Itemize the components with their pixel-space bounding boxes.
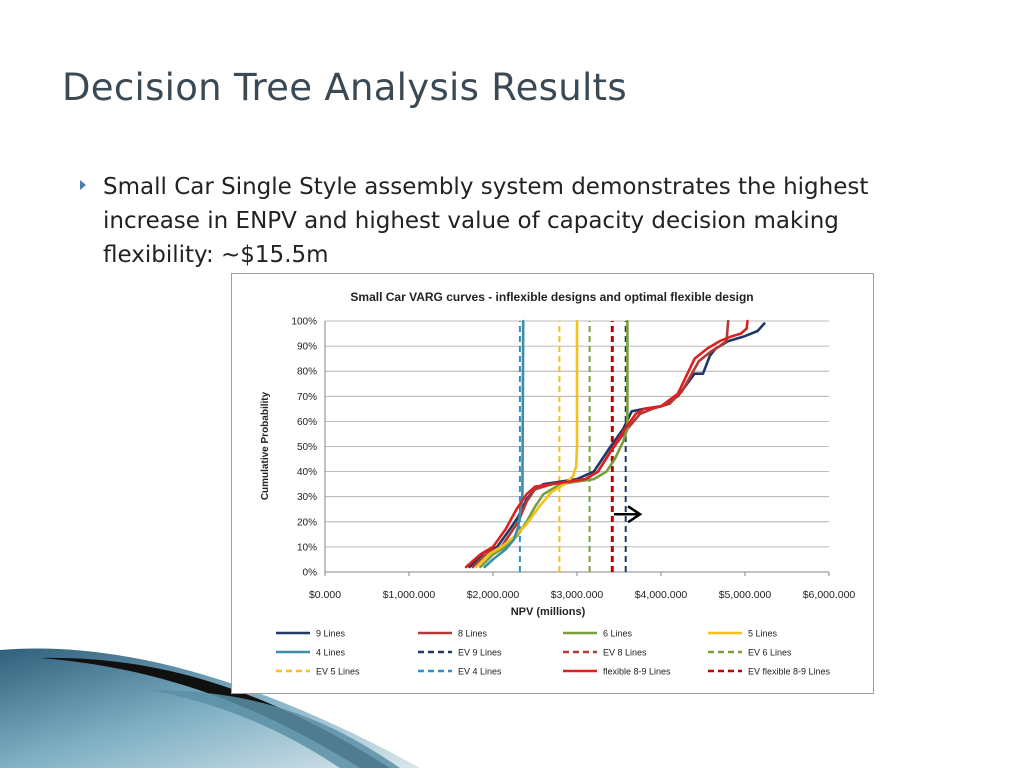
- legend-item-ev-5-lines: EV 5 Lines: [276, 667, 360, 677]
- series-line-6-lines: [479, 319, 629, 569]
- y-tick-label: 90%: [297, 342, 317, 353]
- legend-item-9-lines: 9 Lines: [276, 629, 346, 639]
- legend-item-ev-8-lines: EV 8 Lines: [563, 648, 647, 658]
- x-axis-label: NPV (millions): [511, 606, 586, 618]
- x-tick-label: $6,000.000: [803, 589, 856, 601]
- bullet-arrow-icon: [80, 180, 86, 190]
- y-tick-label: 20%: [297, 517, 317, 528]
- legend-item-ev-4-lines: EV 4 Lines: [418, 667, 502, 677]
- legend-item-4-lines: 4 Lines: [276, 648, 346, 658]
- legend-item-ev-6-lines: EV 6 Lines: [708, 648, 792, 658]
- legend-label: 5 Lines: [748, 629, 778, 639]
- series-line-5-lines: [474, 319, 579, 569]
- legend-label: EV 4 Lines: [458, 667, 502, 677]
- y-tick-label: 30%: [297, 492, 317, 503]
- legend-label: flexible 8-9 Lines: [603, 667, 671, 677]
- shift-arrow-head-icon: [627, 505, 643, 524]
- x-tick-label: $0.000: [309, 589, 341, 601]
- legend-label: EV flexible 8-9 Lines: [748, 667, 831, 677]
- y-tick-label: 70%: [297, 392, 317, 403]
- legend-label: EV 8 Lines: [603, 648, 647, 658]
- legend-label: EV 5 Lines: [316, 667, 360, 677]
- y-tick-label: 60%: [297, 417, 317, 428]
- legend-label: 8 Lines: [458, 629, 488, 639]
- legend-item-flexible-8-9-lines: flexible 8-9 Lines: [563, 667, 671, 677]
- series-line-flexible-8-9-lines: [464, 319, 749, 569]
- legend-label: EV 6 Lines: [748, 648, 792, 658]
- series-line-4-lines: [483, 319, 525, 569]
- x-tick-label: $1,000.000: [383, 589, 436, 601]
- legend-item-6-lines: 6 Lines: [563, 629, 633, 639]
- series-lines: [464, 319, 766, 572]
- chart-frame: Small Car VARG curves - inflexible desig…: [231, 273, 874, 694]
- bullet-text: Small Car Single Style assembly system d…: [103, 174, 869, 268]
- slide-title: Decision Tree Analysis Results: [62, 66, 627, 109]
- legend-label: 6 Lines: [603, 629, 633, 639]
- varg-chart: Small Car VARG curves - inflexible desig…: [260, 290, 855, 677]
- annotations: [613, 505, 643, 524]
- y-axis-label: Cumulative Probability: [260, 391, 271, 500]
- x-tick-label: $4,000.000: [635, 589, 688, 601]
- y-tick-label: 50%: [297, 442, 317, 453]
- legend-item-ev-9-lines: EV 9 Lines: [418, 648, 502, 658]
- legend-label: EV 9 Lines: [458, 648, 502, 658]
- x-tick-label: $3,000.000: [551, 589, 604, 601]
- legend-label: 9 Lines: [316, 629, 346, 639]
- series-line-8-lines: [471, 319, 730, 569]
- x-tick-label: $2,000.000: [467, 589, 520, 601]
- y-tick-label: 0%: [303, 568, 318, 579]
- tick-labels: 0% 10% 20% 30% 40% 50% 60% 70% 80% 90% 100% $0.000 $…: [291, 317, 855, 602]
- legend-item-ev-flexible-8-9-lines: EV flexible 8-9 Lines: [708, 667, 831, 677]
- legend-label: 4 Lines: [316, 648, 346, 658]
- chart-title: Small Car VARG curves - inflexible desig…: [350, 290, 753, 304]
- y-tick-label: 10%: [297, 542, 317, 553]
- x-tick-label: $5,000.000: [719, 589, 772, 601]
- bullet-item: Small Car Single Style assembly system d…: [80, 170, 910, 272]
- y-tick-label: 100%: [291, 317, 317, 328]
- legend-item-8-lines: 8 Lines: [418, 629, 488, 639]
- legend-item-5-lines: 5 Lines: [708, 629, 778, 639]
- y-tick-label: 80%: [297, 367, 317, 378]
- y-tick-label: 40%: [297, 467, 317, 478]
- legend: 9 Lines 8 Lines 6 Lines 5 Lines 4 Lines EV 9 …: [276, 629, 831, 677]
